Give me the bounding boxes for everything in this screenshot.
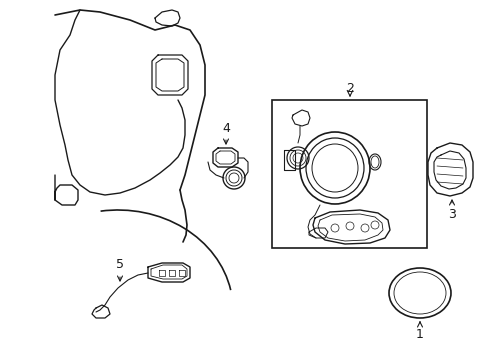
Text: 4: 4 xyxy=(222,122,229,144)
Text: 3: 3 xyxy=(447,200,455,221)
Bar xyxy=(271,100,426,248)
Text: 5: 5 xyxy=(116,258,124,281)
Text: 1: 1 xyxy=(415,322,423,342)
Text: 2: 2 xyxy=(346,81,353,94)
